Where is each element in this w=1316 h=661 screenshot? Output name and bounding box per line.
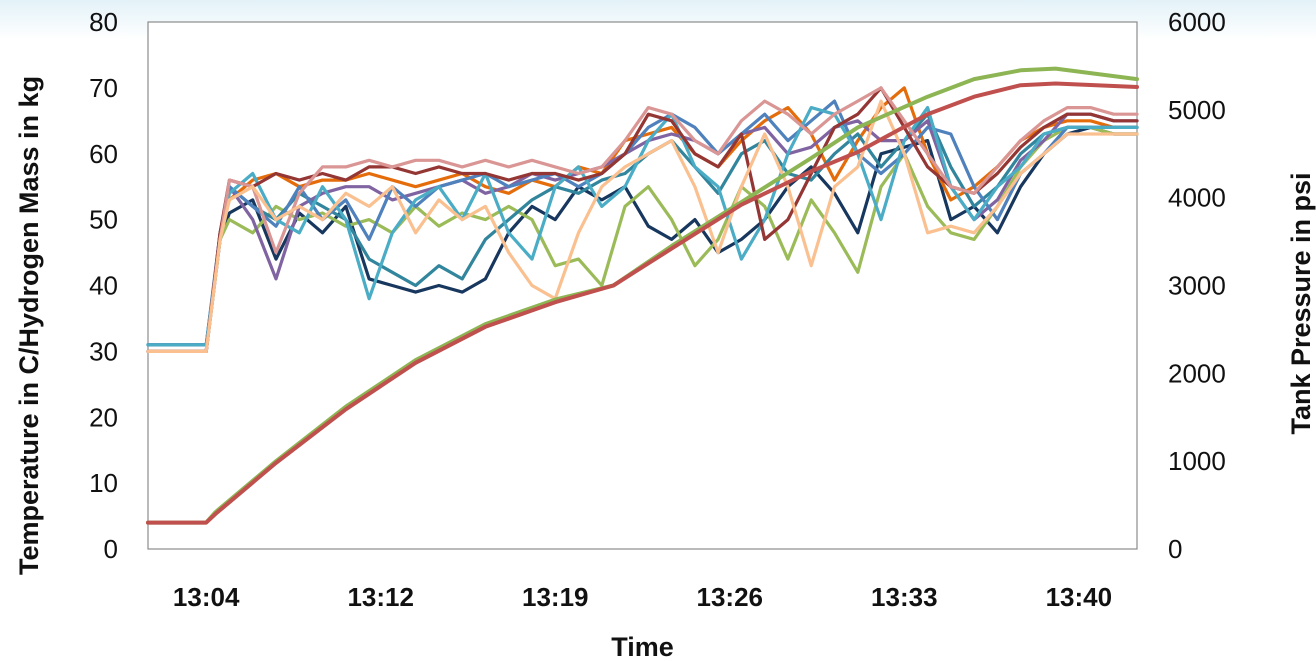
plot-area <box>147 21 1138 550</box>
y-right-tick-label: 0 <box>1168 534 1182 564</box>
y-right-tick-label: 2000 <box>1168 358 1226 388</box>
y-left-tick-label: 60 <box>89 139 118 169</box>
x-tick-label: 13:19 <box>522 582 589 612</box>
y-right-tick-label: 3000 <box>1168 271 1226 301</box>
x-tick-label: 13:33 <box>871 582 938 612</box>
temperature-series-line-9 <box>146 86 1139 353</box>
x-tick-label: 13:26 <box>697 582 764 612</box>
ticks-layer: 0 10 20 30 40 50 60 70 80 0 1000 2000 3000 4000 5000 60… <box>89 7 1226 612</box>
y-right-tick-label: 6000 <box>1168 7 1226 37</box>
x-tick-label: 13:12 <box>347 582 414 612</box>
y-right-tick-label: 1000 <box>1168 446 1226 476</box>
x-axis-label: Time <box>611 632 674 661</box>
y-axis-label-right: Tank Pressure in psi <box>1286 172 1316 434</box>
temperature-series-line-7 <box>146 105 1139 347</box>
y-right-tick-label: 5000 <box>1168 95 1226 125</box>
y-left-tick-label: 10 <box>89 468 118 498</box>
y-left-tick-label: 30 <box>89 336 118 366</box>
y-left-tick-label: 20 <box>89 402 118 432</box>
y-left-tick-label: 80 <box>89 7 118 37</box>
y-left-tick-label: 70 <box>89 73 118 103</box>
y-right-tick-label: 4000 <box>1168 183 1226 213</box>
temperature-series-line-10 <box>146 99 1139 353</box>
x-tick-label: 13:40 <box>1046 582 1113 612</box>
temperature-series-line-3 <box>146 125 1139 353</box>
pressure-series-line-2 <box>146 81 1139 525</box>
series-layer <box>146 66 1139 525</box>
y-left-tick-label: 40 <box>89 271 118 301</box>
x-tick-label: 13:04 <box>173 582 240 612</box>
y-left-tick-label: 50 <box>89 205 118 235</box>
y-left-tick-label: 0 <box>104 534 118 564</box>
y-axis-label-left: Temperature in C/Hydrogen Mass in kg <box>14 76 44 575</box>
